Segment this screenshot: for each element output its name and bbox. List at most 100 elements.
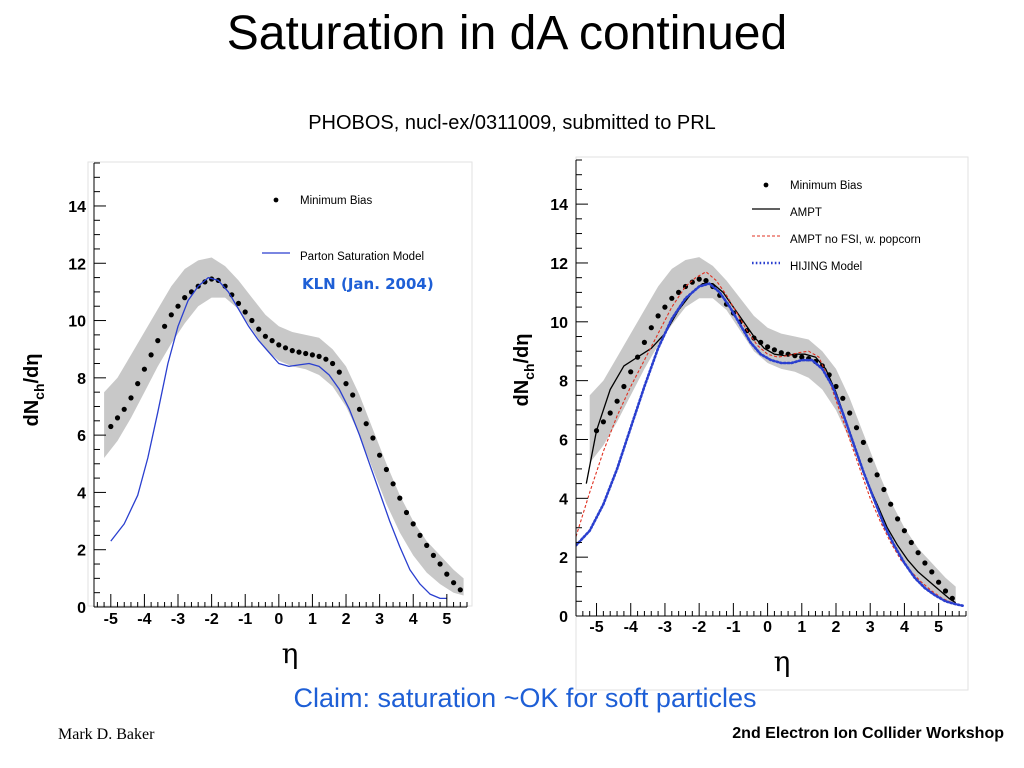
data-point-minimum-bias [600,419,607,425]
data-point-minimum-bias [343,381,349,387]
data-point-minimum-bias [936,579,942,585]
x-tick-label: -1 [238,611,252,628]
data-point-minimum-bias [309,352,315,358]
data-point-minimum-bias [356,406,363,412]
x-tick-label: -2 [204,611,218,628]
x-tick-label: -2 [692,619,706,636]
data-point-minimum-bias [922,560,928,566]
legend-label: Parton Saturation Model [300,251,424,263]
x-tick-label: -3 [658,619,672,636]
data-point-minimum-bias [430,552,436,559]
data-point-minimum-bias [696,276,702,282]
data-point-minimum-bias [833,383,839,390]
systematic-error-band [589,257,956,605]
data-point-minimum-bias [860,439,867,445]
legend-label: AMPT [790,207,822,219]
y-tick-label: 12 [550,256,568,273]
x-tick-label: 4 [409,611,418,628]
systematic-error-band [104,257,464,596]
x-tick-label: -1 [726,619,740,636]
data-point-minimum-bias [128,395,134,401]
claim-text: Claim: saturation ~OK for soft particles [293,683,757,713]
data-point-minimum-bias [141,366,147,372]
data-point-minimum-bias [269,338,275,344]
data-point-minimum-bias [330,360,336,367]
data-point-minimum-bias [155,338,161,344]
data-point-minimum-bias [655,313,661,319]
data-point-minimum-bias [350,392,356,398]
annotation-box [300,273,462,297]
data-point-minimum-bias [256,326,262,332]
x-tick-label: 0 [763,619,772,636]
y-tick-label: 12 [68,256,86,273]
data-point-minimum-bias [202,279,208,285]
data-point-minimum-bias [929,569,935,575]
data-point-minimum-bias [437,561,443,567]
data-point-minimum-bias [336,369,342,375]
x-tick-label: 3 [375,611,384,628]
y-tick-label: 2 [77,543,86,560]
y-tick-label: 10 [550,315,568,332]
data-point-minimum-bias [888,501,894,507]
data-point-minimum-bias [410,521,416,527]
data-point-minimum-bias [403,509,410,516]
data-point-minimum-bias [276,342,282,348]
data-point-minimum-bias [908,539,914,546]
y-tick-label: 8 [559,374,568,391]
data-point-minimum-bias [108,423,114,430]
data-point-minimum-bias [771,347,778,353]
data-point-minimum-bias [282,345,289,351]
legend-marker-dot [763,182,769,188]
x-tick-label: 5 [442,611,451,628]
data-point-minimum-bias [689,279,695,285]
y-tick-label: 2 [559,550,568,567]
kln-annotation: KLN (Jan. 2004) [302,275,434,293]
legend-marker-dot [273,197,279,203]
x-tick-label: 2 [342,611,351,628]
data-point-minimum-bias [303,350,309,357]
data-point-minimum-bias [895,516,901,522]
slide-subtitle: PHOBOS, nucl-ex/0311009, submitted to PR… [308,112,716,134]
author-name: Mark D. Baker [58,726,155,743]
data-point-minimum-bias [363,421,369,427]
data-point-minimum-bias [669,295,675,301]
legend-label: AMPT no FSI, w. popcorn [790,234,921,246]
data-point-minimum-bias [662,304,668,310]
x-tick-label: 1 [308,611,317,628]
data-point-minimum-bias [765,344,771,350]
data-point-minimum-bias [901,528,908,534]
plot-area [576,257,964,608]
x-tick-label: 3 [866,619,875,636]
plot-frame [575,156,969,691]
y-tick-label: 14 [550,197,568,214]
data-point-minimum-bias [135,381,141,387]
data-point-minimum-bias [648,325,654,331]
data-point-minimum-bias [614,398,620,404]
data-point-minimum-bias [162,323,168,329]
data-point-minimum-bias [942,588,949,594]
data-point-minimum-bias [881,486,887,493]
data-point-minimum-bias [397,495,403,501]
y-tick-label: 8 [77,371,86,388]
plot-area [104,257,464,600]
data-point-minimum-bias [847,410,853,416]
series-line-parton-saturation-model [110,276,447,600]
x-tick-label: -5 [589,619,603,636]
data-point-minimum-bias [249,317,255,324]
data-point-minimum-bias [703,278,709,284]
legend-label: Minimum Bias [300,195,372,207]
data-point-minimum-bias [799,354,805,360]
data-point-minimum-bias [121,406,127,412]
data-point-minimum-bias [262,333,268,339]
data-point-minimum-bias [370,435,376,441]
x-tick-label: -4 [137,611,151,628]
y-tick-label: 14 [68,199,86,216]
y-tick-label: 4 [77,485,86,502]
data-point-minimum-bias [235,300,242,306]
legend-label: HIJING Model [790,261,862,273]
y-axis-title: dNch/dη [511,333,537,406]
series-line-hijing-model [576,282,964,608]
y-tick-label: 4 [559,491,568,508]
data-point-minimum-bias [417,532,423,539]
